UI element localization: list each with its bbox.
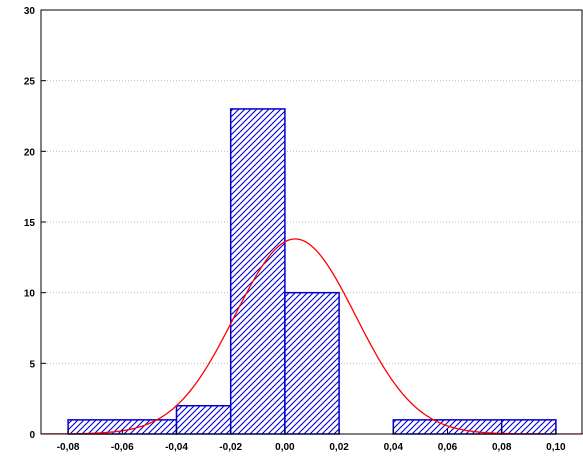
x-tick-label: 0,00 [275,442,295,453]
y-tick-label: 5 [29,359,35,370]
x-tick-label: -0,06 [111,442,134,453]
axes: 0 5 10 15 20 25 30 -0,08 -0,06 -0,04 -0,02 0,00 0,02… [24,6,583,453]
normal-curve-layer [41,238,583,434]
y-tick-label: 25 [24,77,36,88]
x-tick-label: 0,08 [492,442,512,453]
x-tick-label: 0,06 [438,442,458,453]
x-tick-label: 0,04 [384,442,404,453]
x-tick-label: -0,04 [165,442,188,453]
normal-curve [41,238,583,434]
x-tick-label: -0,08 [57,442,80,453]
histogram-bar [175,404,232,435]
histogram-bar [229,108,286,435]
x-tick-label: 0,10 [546,442,566,453]
y-tick-label: 0 [29,430,35,441]
y-tick-label: 20 [24,147,36,158]
x-tick-label: -0,02 [219,442,242,453]
y-tick-label: 30 [24,6,36,17]
histogram-bar [284,291,340,435]
histogram-bar [500,419,557,435]
x-tick-label: 0,02 [329,442,349,453]
histogram-bars [67,108,557,435]
y-tick-label: 10 [24,289,36,300]
y-tick-label: 15 [24,218,36,229]
